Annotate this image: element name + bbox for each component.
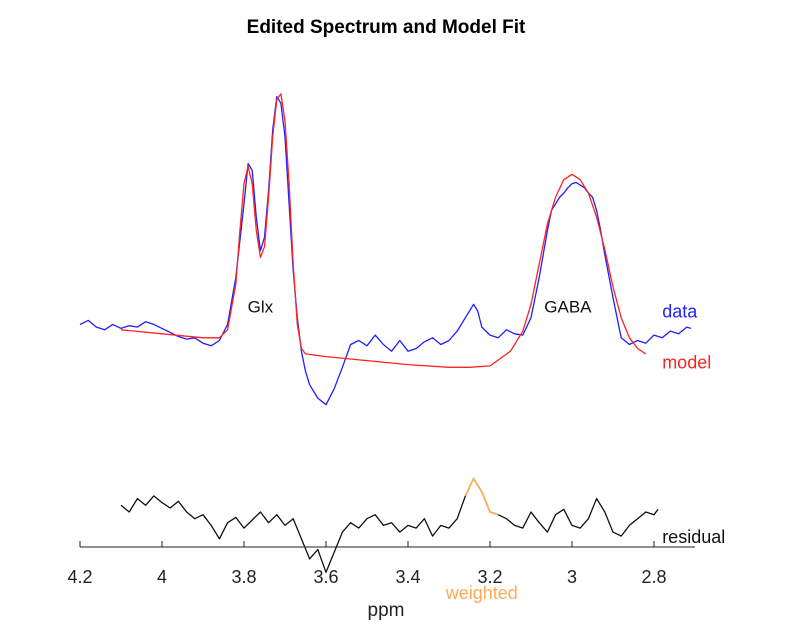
annotation-layer: Glx GABA <box>248 297 593 316</box>
x-tick-label: 3 <box>567 567 577 587</box>
series-layer <box>79 93 692 573</box>
legend-label-model: model <box>662 353 711 373</box>
x-tick-label: 3.8 <box>231 567 256 587</box>
x-tick-label: 4.2 <box>67 567 92 587</box>
x-tick-label: 4 <box>157 567 167 587</box>
series-line-model <box>120 93 647 368</box>
legend-layer: data model residual weighted <box>445 302 725 603</box>
legend-label-weighted: weighted <box>445 583 518 603</box>
peak-label-glx: Glx <box>248 297 274 316</box>
x-tick-label: 3.2 <box>477 567 502 587</box>
legend-label-data: data <box>662 302 698 322</box>
x-tick-layer: 4.2 4 3.8 3.6 3.4 3.2 3 2.8 <box>67 541 667 587</box>
x-axis-label: ppm <box>368 600 405 621</box>
x-axis: 4.2 4 3.8 3.6 3.4 3.2 3 2.8 ppm <box>67 541 695 621</box>
x-tick-label: 3.6 <box>313 567 338 587</box>
chart-title: Edited Spectrum and Model Fit <box>247 17 526 38</box>
x-tick-label: 3.4 <box>395 567 420 587</box>
series-line-residual <box>120 477 659 573</box>
legend-label-residual: residual <box>662 527 725 547</box>
series-line-data <box>79 95 692 406</box>
peak-label-gaba: GABA <box>544 297 592 316</box>
x-tick-label: 2.8 <box>641 567 666 587</box>
series-highlight-weighted <box>464 477 499 516</box>
plot-area: Glx GABA data model residual weighted <box>79 93 725 603</box>
